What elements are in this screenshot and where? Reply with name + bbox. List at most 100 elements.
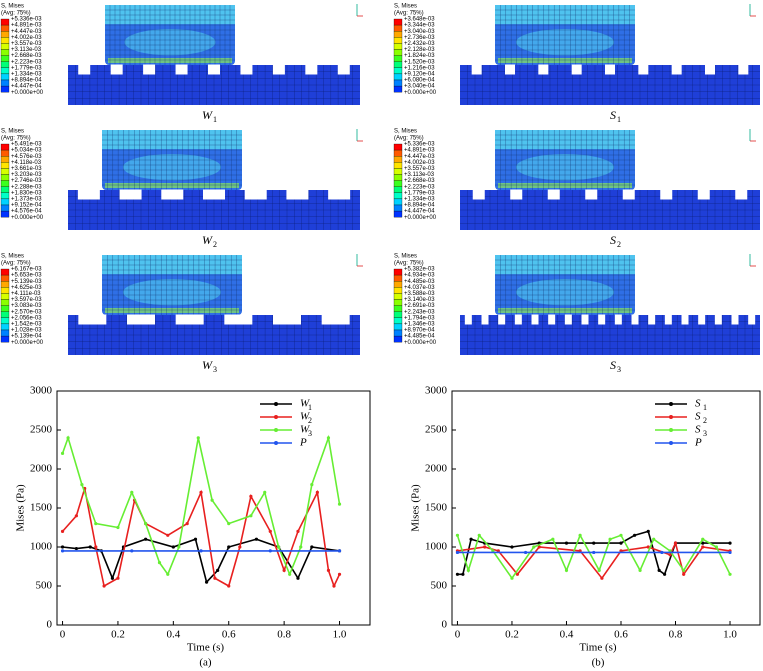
legend-swatch: [393, 204, 403, 212]
series-marker: [299, 545, 303, 549]
series-marker: [199, 549, 203, 553]
panel-label: S: [610, 233, 616, 247]
series-marker: [196, 436, 200, 440]
groove: [605, 64, 615, 75]
series-marker: [315, 490, 319, 494]
series-marker: [282, 568, 286, 573]
legend-value: +3.588e-03: [404, 291, 435, 297]
legend-marker: [274, 402, 278, 406]
legend-swatch: [393, 299, 403, 306]
legend-value: +5.336e-03: [404, 142, 435, 148]
legend-marker: [669, 428, 673, 432]
series-marker: [80, 483, 84, 487]
legend-label: W: [300, 411, 310, 423]
groove: [531, 314, 539, 325]
series-marker: [227, 522, 231, 526]
legend-swatch: [393, 85, 403, 93]
legend-swatch: [393, 210, 403, 218]
groove: [175, 314, 204, 325]
y-tick-label: 0: [47, 619, 53, 631]
legend-value: +0.000e+00: [404, 215, 437, 221]
legend-value: +2.668e-03: [11, 53, 42, 59]
legend-value: +3.648e-03: [404, 17, 435, 23]
legend-marker: [274, 415, 278, 419]
plot-frame: [451, 390, 761, 626]
legend-swatch: [393, 24, 403, 32]
legend-label-sub: 1: [703, 403, 707, 412]
legend-swatch: [393, 168, 403, 175]
legend-title: S, Mises: [394, 4, 417, 10]
groove: [622, 189, 635, 200]
groove: [581, 314, 589, 325]
y-tick-label: 500: [36, 580, 53, 592]
panel-label: (a): [199, 657, 212, 669]
legend-value: +0.000e+00: [404, 90, 437, 96]
legend-label-sub: 3: [308, 429, 312, 438]
groove: [143, 64, 156, 75]
legend-value: +1.830e-03: [11, 190, 42, 196]
legend-title: S, Mises: [1, 4, 24, 10]
series-marker: [728, 572, 732, 576]
groove: [481, 314, 489, 325]
series-marker: [461, 572, 465, 576]
panel-label-sub: 1: [617, 115, 621, 124]
x-tick-label: 0.6: [614, 629, 628, 641]
panel-label-sub: 2: [617, 240, 621, 249]
legend-value: +5.653e-03: [11, 273, 42, 279]
series-marker: [646, 545, 650, 549]
series-marker: [210, 498, 214, 502]
groove: [714, 314, 722, 325]
legend-swatch: [0, 274, 10, 282]
legend-value: +3.344e-03: [404, 23, 435, 29]
legend-swatch: [393, 79, 403, 87]
legend-swatch: [0, 329, 10, 337]
series-marker: [326, 436, 331, 440]
legend-value: +0.000e+00: [11, 90, 44, 96]
y-tick-label: 2000: [425, 463, 448, 475]
groove: [660, 189, 673, 200]
legend-swatch: [0, 192, 10, 200]
series-marker: [74, 514, 78, 518]
legend-value: +1.794e-03: [404, 315, 435, 321]
legend-swatch: [393, 323, 403, 331]
series-marker: [144, 537, 148, 541]
series-marker: [157, 561, 162, 565]
legend-value: +2.223e-03: [404, 184, 435, 190]
groove: [127, 314, 155, 325]
panel-label: W: [202, 358, 213, 372]
legend-avg: (Avg: 75%): [1, 136, 31, 142]
legend-value: +4.485e-03: [404, 279, 435, 285]
series-marker: [268, 529, 272, 534]
y-tick-label: 3000: [425, 385, 448, 397]
legend-label: S: [695, 398, 701, 410]
legend-label-sub: 3: [703, 429, 707, 438]
legend-value: +2.243e-03: [404, 309, 435, 315]
series-marker: [510, 576, 514, 580]
legend-marker: [274, 428, 278, 432]
series-marker: [102, 584, 106, 588]
series-marker: [60, 451, 65, 455]
legend-value: +4.002e-03: [404, 160, 435, 166]
legend-avg: (Avg: 75%): [1, 261, 31, 267]
legend-swatch: [393, 281, 403, 288]
x-tick-label: 0.2: [505, 629, 519, 641]
legend-value: +2.668e-03: [404, 178, 435, 184]
legend-value: +2.746e-03: [11, 178, 42, 184]
legend-value: +3.140e-03: [404, 297, 435, 303]
x-tick-label: 0.8: [669, 629, 683, 641]
legend-value: +3.203e-03: [11, 172, 42, 178]
x-tick-label: 1.0: [333, 629, 347, 641]
legend-avg: (Avg: 75%): [394, 136, 424, 142]
groove: [671, 64, 682, 75]
series-marker: [646, 529, 650, 534]
panel-label: S: [610, 358, 616, 372]
legend-swatch: [393, 174, 403, 181]
legend-swatch: [0, 49, 10, 56]
groove: [78, 314, 107, 325]
series-marker: [592, 541, 596, 545]
groove: [273, 314, 301, 325]
series-marker: [469, 537, 473, 541]
series-line: [62, 538, 340, 584]
legend-value: +1.824e-03: [404, 53, 435, 59]
legend-value: +0.000e+00: [11, 215, 44, 221]
